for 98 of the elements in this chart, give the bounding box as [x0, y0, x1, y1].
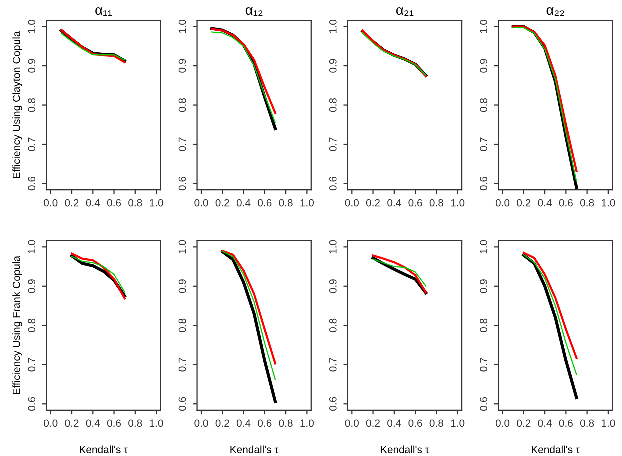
x-tick-label: 0.2 — [517, 420, 531, 428]
x-tick-label: 0.4 — [388, 199, 402, 207]
x-tick-label: 0.4 — [538, 420, 552, 428]
x-tick-label: 1.0 — [602, 420, 616, 428]
x-axis-title: Kendall's τ — [80, 446, 128, 454]
y-tick-label: 0.6 — [480, 176, 488, 191]
x-tick-label: 0.0 — [194, 420, 208, 428]
y-tick-label: 0.7 — [329, 358, 337, 372]
y-tick-label: 1.0 — [329, 240, 337, 254]
y-tick-label: 1.0 — [480, 20, 488, 34]
chart-title: α₂₂ — [546, 7, 564, 16]
y-tick-label: 0.8 — [178, 98, 186, 112]
x-tick-label: 0.2 — [366, 199, 380, 207]
y-tick-label: 0.6 — [28, 397, 36, 411]
x-tick-label: 0.4 — [86, 199, 100, 207]
x-axis-title: Kendall's τ — [230, 446, 279, 454]
y-tick-label: 0.7 — [28, 138, 36, 152]
x-tick-label: 0.8 — [128, 420, 142, 428]
y-tick-label: 0.9 — [28, 59, 36, 73]
x-tick-label: 0.4 — [236, 199, 251, 207]
x-tick-label: 0.4 — [236, 420, 251, 428]
x-tick-label: 0.8 — [580, 420, 594, 428]
x-tick-label: 0.2 — [517, 199, 531, 207]
x-tick-label: 0.6 — [107, 420, 122, 428]
y-tick-label: 0.6 — [480, 397, 488, 411]
y-axis-title: Efficiency Using Clayton Copula — [12, 31, 22, 178]
x-tick-label: 0.8 — [279, 420, 293, 428]
chart-title: α₁₂ — [246, 7, 263, 16]
x-tick-label: 0.0 — [345, 420, 359, 428]
y-tick-label: 0.8 — [28, 318, 36, 332]
x-tick-label: 1.0 — [150, 199, 164, 207]
y-tick-label: 0.9 — [329, 280, 337, 294]
x-tick-label: 0.8 — [580, 199, 594, 207]
x-tick-label: 0.6 — [107, 199, 122, 207]
chart-title: α₂₁ — [396, 7, 414, 16]
x-tick-label: 0.2 — [216, 420, 230, 428]
y-tick-label: 0.8 — [178, 318, 186, 332]
y-axis-title: Efficiency Using Frank Copula — [12, 256, 22, 394]
y-tick-label: 0.7 — [329, 138, 337, 152]
x-axis-title: Kendall's τ — [381, 446, 430, 454]
y-tick-label: 0.8 — [28, 98, 36, 112]
x-tick-label: 0.8 — [128, 199, 142, 207]
x-tick-label: 0.4 — [86, 420, 100, 428]
y-tick-label: 0.6 — [178, 176, 186, 191]
x-tick-label: 1.0 — [300, 199, 314, 207]
x-tick-label: 0.0 — [44, 420, 58, 428]
x-tick-label: 0.6 — [258, 199, 272, 207]
y-tick-label: 0.8 — [480, 98, 488, 112]
x-tick-label: 0.6 — [408, 199, 422, 207]
y-tick-label: 0.8 — [329, 318, 337, 332]
x-tick-label: 1.0 — [451, 199, 465, 207]
y-tick-label: 0.9 — [480, 280, 488, 294]
x-tick-label: 0.2 — [366, 420, 380, 428]
y-tick-label: 0.6 — [329, 397, 337, 411]
x-tick-label: 0.0 — [496, 199, 510, 207]
y-tick-label: 1.0 — [28, 240, 36, 254]
x-tick-label: 1.0 — [602, 199, 616, 207]
y-tick-label: 1.0 — [178, 20, 186, 34]
y-tick-label: 0.8 — [329, 98, 337, 112]
x-tick-label: 0.2 — [216, 199, 230, 207]
chart-title: α₁₁ — [96, 7, 112, 16]
y-tick-label: 1.0 — [480, 240, 488, 254]
x-tick-label: 0.2 — [65, 199, 79, 207]
y-tick-label: 0.7 — [178, 138, 186, 152]
x-tick-label: 0.6 — [559, 420, 573, 428]
x-tick-label: 0.8 — [279, 199, 293, 207]
y-tick-label: 0.6 — [28, 176, 36, 191]
y-tick-label: 0.9 — [178, 59, 186, 73]
x-tick-label: 0.0 — [345, 199, 359, 207]
y-tick-label: 0.6 — [178, 397, 186, 411]
x-axis-title: Kendall's τ — [532, 446, 580, 454]
x-tick-label: 0.4 — [538, 199, 552, 207]
y-tick-label: 0.6 — [329, 176, 337, 191]
x-tick-label: 0.6 — [258, 420, 272, 428]
x-tick-label: 0.0 — [44, 199, 58, 207]
y-tick-label: 1.0 — [28, 20, 36, 34]
x-tick-label: 0.6 — [408, 420, 422, 428]
x-tick-label: 0.8 — [430, 420, 444, 428]
y-tick-label: 0.7 — [480, 138, 488, 152]
x-tick-label: 0.0 — [496, 420, 510, 428]
x-tick-label: 1.0 — [150, 420, 164, 428]
x-tick-label: 0.2 — [65, 420, 79, 428]
y-tick-label: 0.7 — [28, 358, 36, 372]
x-tick-label: 0.0 — [194, 199, 208, 207]
y-tick-label: 1.0 — [178, 240, 186, 254]
y-tick-label: 0.7 — [178, 358, 186, 372]
y-tick-label: 0.7 — [480, 358, 488, 372]
y-tick-label: 0.9 — [480, 59, 488, 73]
y-tick-label: 0.8 — [480, 318, 488, 332]
y-tick-label: 0.9 — [329, 59, 337, 73]
y-tick-label: 0.9 — [28, 280, 36, 294]
x-tick-label: 1.0 — [300, 420, 314, 428]
x-tick-label: 0.8 — [430, 199, 444, 207]
y-tick-label: 0.9 — [178, 280, 186, 294]
y-tick-label: 1.0 — [329, 20, 337, 34]
x-tick-label: 1.0 — [451, 420, 465, 428]
x-tick-label: 0.6 — [559, 199, 573, 207]
x-tick-label: 0.4 — [388, 420, 402, 428]
